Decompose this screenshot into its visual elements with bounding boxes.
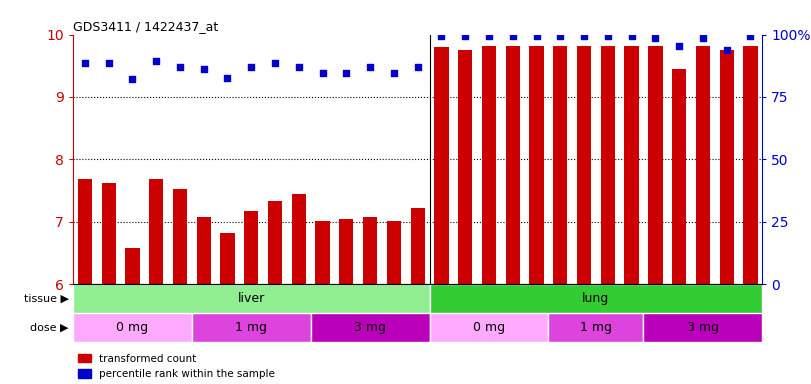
Bar bbox=[78, 179, 92, 284]
Point bbox=[625, 33, 638, 39]
Text: 3 mg: 3 mg bbox=[354, 321, 386, 334]
Point bbox=[720, 47, 733, 53]
Bar bbox=[577, 46, 591, 284]
Point bbox=[363, 64, 376, 70]
Bar bbox=[292, 194, 306, 284]
Point bbox=[102, 60, 115, 66]
Bar bbox=[643, 313, 762, 342]
Bar bbox=[430, 284, 762, 313]
Bar bbox=[744, 46, 757, 284]
Bar bbox=[387, 220, 401, 284]
Bar bbox=[125, 248, 139, 284]
Bar bbox=[624, 46, 639, 284]
Point bbox=[150, 58, 163, 64]
Point bbox=[459, 33, 472, 39]
Bar bbox=[221, 233, 234, 284]
Bar bbox=[311, 313, 430, 342]
Bar bbox=[530, 46, 543, 284]
Point bbox=[388, 70, 401, 76]
Bar bbox=[192, 313, 311, 342]
Bar bbox=[672, 69, 686, 284]
Text: lung: lung bbox=[582, 292, 610, 305]
Text: 0 mg: 0 mg bbox=[473, 321, 505, 334]
Point bbox=[601, 33, 614, 39]
Point bbox=[126, 76, 139, 83]
Point bbox=[577, 33, 590, 39]
Bar bbox=[719, 50, 734, 284]
Text: dose ▶: dose ▶ bbox=[31, 322, 69, 333]
Bar bbox=[363, 217, 377, 284]
Bar bbox=[410, 208, 425, 284]
Bar bbox=[196, 217, 211, 284]
Bar bbox=[430, 313, 548, 342]
Legend: transformed count, percentile rank within the sample: transformed count, percentile rank withi… bbox=[78, 354, 275, 379]
Bar bbox=[505, 46, 520, 284]
Bar bbox=[173, 189, 187, 284]
Text: liver: liver bbox=[238, 292, 265, 305]
Point bbox=[268, 60, 281, 66]
Point bbox=[411, 64, 424, 70]
Text: 1 mg: 1 mg bbox=[580, 321, 612, 334]
Point bbox=[292, 64, 305, 70]
Bar bbox=[315, 220, 330, 284]
Bar bbox=[73, 313, 192, 342]
Point bbox=[245, 64, 258, 70]
Point bbox=[197, 66, 210, 72]
Text: 0 mg: 0 mg bbox=[116, 321, 148, 334]
Bar bbox=[149, 179, 163, 284]
Point bbox=[697, 35, 710, 41]
Point bbox=[744, 33, 757, 39]
Point bbox=[672, 43, 685, 49]
Bar bbox=[648, 46, 663, 284]
Bar bbox=[435, 47, 448, 284]
Bar bbox=[101, 183, 116, 284]
Text: GDS3411 / 1422437_at: GDS3411 / 1422437_at bbox=[73, 20, 218, 33]
Point bbox=[435, 33, 448, 39]
Bar bbox=[601, 46, 615, 284]
Point bbox=[79, 60, 92, 66]
Text: 3 mg: 3 mg bbox=[687, 321, 719, 334]
Bar bbox=[482, 46, 496, 284]
Bar bbox=[268, 201, 282, 284]
Point bbox=[221, 75, 234, 81]
Point bbox=[554, 33, 567, 39]
Bar bbox=[244, 210, 259, 284]
Bar bbox=[548, 313, 643, 342]
Bar bbox=[73, 284, 430, 313]
Point bbox=[316, 70, 329, 76]
Bar bbox=[553, 46, 568, 284]
Bar bbox=[339, 218, 354, 284]
Point bbox=[340, 70, 353, 76]
Text: tissue ▶: tissue ▶ bbox=[24, 293, 69, 304]
Point bbox=[506, 33, 519, 39]
Point bbox=[649, 35, 662, 41]
Bar bbox=[458, 50, 472, 284]
Bar bbox=[696, 46, 710, 284]
Point bbox=[530, 33, 543, 39]
Text: 1 mg: 1 mg bbox=[235, 321, 268, 334]
Point bbox=[483, 33, 496, 39]
Point bbox=[174, 64, 187, 70]
